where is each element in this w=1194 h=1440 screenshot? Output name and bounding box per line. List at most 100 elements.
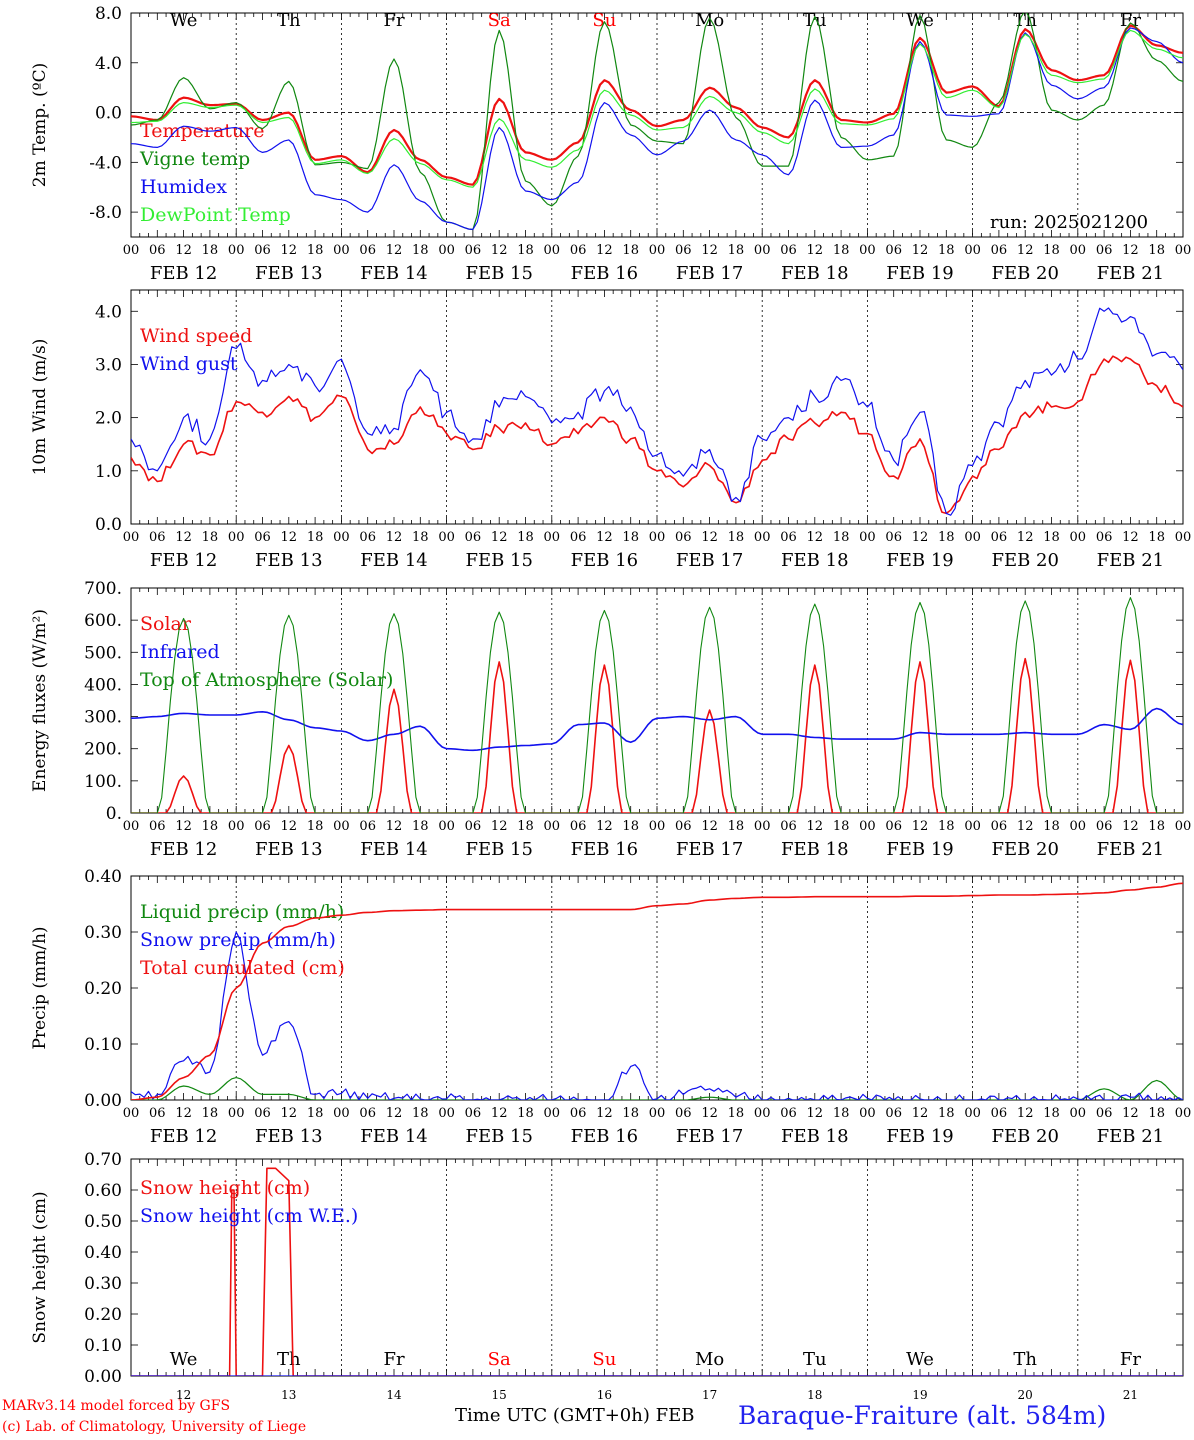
date-label: FEB 16 bbox=[571, 263, 638, 284]
hour-tick-label: 12 bbox=[912, 243, 929, 258]
y-tick-label: 1.0 bbox=[95, 462, 122, 482]
series-line bbox=[131, 1167, 1183, 1376]
hour-tick-label: 00 bbox=[228, 1106, 245, 1121]
hour-tick-label: 00 bbox=[1070, 530, 1087, 545]
hour-tick-label: 00 bbox=[438, 819, 455, 834]
hour-tick-label: 00 bbox=[123, 530, 140, 545]
hour-tick-label: 18 bbox=[517, 819, 534, 834]
y-tick-label: 0.0 bbox=[95, 515, 122, 535]
date-label: FEB 12 bbox=[150, 839, 217, 860]
hour-tick-label: 12 bbox=[491, 1106, 508, 1121]
hour-tick-label: 00 bbox=[649, 819, 666, 834]
hour-tick-label: 18 bbox=[412, 819, 429, 834]
hour-tick-label: 06 bbox=[359, 243, 376, 258]
hour-tick-label: 18 bbox=[938, 1106, 955, 1121]
day-number-label: 13 bbox=[281, 1388, 296, 1402]
day-name-label: Tu bbox=[803, 10, 827, 31]
time-axis-title: Time UTC (GMT+0h) FEB bbox=[455, 1405, 695, 1426]
hour-tick-label: 06 bbox=[465, 1106, 482, 1121]
y-tick-label: 0.20 bbox=[84, 979, 122, 999]
series-line bbox=[131, 355, 1183, 515]
date-label: FEB 21 bbox=[1097, 550, 1164, 571]
hour-tick-label: 18 bbox=[1148, 1106, 1165, 1121]
date-label: FEB 12 bbox=[150, 550, 217, 571]
hour-tick-label: 12 bbox=[701, 243, 718, 258]
date-label: FEB 15 bbox=[465, 1126, 532, 1147]
hour-tick-label: 06 bbox=[149, 530, 166, 545]
date-label: FEB 17 bbox=[676, 839, 743, 860]
hour-tick-label: 12 bbox=[596, 1106, 613, 1121]
hour-tick-label: 00 bbox=[1175, 819, 1192, 834]
legend-entry: DewPoint Temp bbox=[140, 204, 291, 226]
hour-tick-label: 00 bbox=[1175, 1106, 1192, 1121]
day-name-label: We bbox=[906, 1349, 934, 1370]
hour-tick-label: 12 bbox=[281, 530, 298, 545]
day-name-label: We bbox=[906, 10, 934, 31]
y-tick-label: 8.0 bbox=[95, 4, 122, 24]
hour-tick-label: 18 bbox=[307, 243, 324, 258]
day-number-label: 14 bbox=[386, 1388, 402, 1402]
run-annotation: run: 2025021200 bbox=[990, 212, 1148, 233]
hour-tick-label: 18 bbox=[728, 243, 745, 258]
legend-entry: Solar bbox=[140, 613, 192, 635]
date-label: FEB 14 bbox=[360, 1126, 427, 1147]
hour-tick-label: 06 bbox=[885, 530, 902, 545]
day-number-label: 19 bbox=[912, 1388, 927, 1402]
y-tick-label: -4.0 bbox=[89, 153, 122, 173]
date-label: FEB 19 bbox=[886, 550, 953, 571]
hour-tick-label: 18 bbox=[622, 1106, 639, 1121]
y-tick-label: 0.40 bbox=[84, 1243, 122, 1263]
hour-tick-label: 12 bbox=[386, 1106, 403, 1121]
y-tick-label: 0.20 bbox=[84, 1305, 122, 1325]
hour-tick-label: 12 bbox=[491, 819, 508, 834]
date-label: FEB 16 bbox=[571, 839, 638, 860]
hour-tick-label: 12 bbox=[386, 530, 403, 545]
hour-tick-label: 06 bbox=[780, 243, 797, 258]
hour-tick-label: 00 bbox=[123, 243, 140, 258]
hour-tick-label: 18 bbox=[728, 530, 745, 545]
hour-tick-label: 12 bbox=[281, 1106, 298, 1121]
y-tick-label: 2.0 bbox=[95, 409, 122, 429]
day-name-label: Tu bbox=[803, 1349, 827, 1370]
day-name-label: Fr bbox=[383, 1349, 404, 1370]
hour-tick-label: 00 bbox=[964, 819, 981, 834]
day-number-label: 12 bbox=[176, 1388, 191, 1402]
y-axis-title: Snow height (cm) bbox=[30, 1191, 50, 1343]
day-number-label: 21 bbox=[1123, 1388, 1138, 1402]
panel-5: 0.70 0.60 0.50 0.40 0.30 0.20 0.10 0.00 Snow hei… bbox=[30, 1150, 1184, 1402]
hour-tick-label: 06 bbox=[885, 819, 902, 834]
hour-tick-label: 18 bbox=[1043, 243, 1060, 258]
y-axis-title: Energy fluxes (W/m²) bbox=[30, 609, 50, 792]
hour-tick-label: 06 bbox=[675, 1106, 692, 1121]
hour-tick-label: 06 bbox=[991, 243, 1008, 258]
hour-tick-label: 06 bbox=[675, 530, 692, 545]
hour-tick-label: 12 bbox=[807, 1106, 824, 1121]
day-number-label: 20 bbox=[1018, 1388, 1033, 1402]
hour-tick-label: 06 bbox=[359, 1106, 376, 1121]
y-tick-label: 0.60 bbox=[84, 1181, 122, 1201]
hour-tick-label: 18 bbox=[1148, 819, 1165, 834]
hour-tick-label: 18 bbox=[1043, 530, 1060, 545]
hour-tick-label: 12 bbox=[701, 819, 718, 834]
hour-tick-label: 18 bbox=[412, 530, 429, 545]
day-name-label: We bbox=[170, 10, 198, 31]
hour-tick-label: 12 bbox=[1122, 530, 1139, 545]
hour-tick-label: 00 bbox=[438, 530, 455, 545]
lab-credit: (c) Lab. of Climatology, University of L… bbox=[2, 1419, 307, 1435]
hour-tick-label: 12 bbox=[175, 819, 192, 834]
date-label: FEB 14 bbox=[360, 550, 427, 571]
hour-tick-label: 00 bbox=[754, 819, 771, 834]
y-tick-label: 0.30 bbox=[84, 923, 122, 943]
panel-1: 8.0 4.0 0.0 -4.0 -8.0 2m Temp. (ºC) 00 06 12 18 00… bbox=[30, 4, 1191, 284]
y-tick-label: 0.30 bbox=[84, 1274, 122, 1294]
y-axis-title: 10m Wind (m/s) bbox=[30, 339, 50, 476]
hour-tick-label: 06 bbox=[359, 819, 376, 834]
hour-tick-label: 06 bbox=[1096, 243, 1113, 258]
hour-tick-label: 12 bbox=[175, 530, 192, 545]
y-tick-label: 700. bbox=[84, 579, 122, 599]
y-tick-label: 0.50 bbox=[84, 1212, 122, 1232]
day-name-label: Su bbox=[592, 1349, 616, 1370]
hour-tick-label: 12 bbox=[701, 530, 718, 545]
series-line bbox=[131, 307, 1183, 516]
hour-tick-label: 12 bbox=[912, 819, 929, 834]
